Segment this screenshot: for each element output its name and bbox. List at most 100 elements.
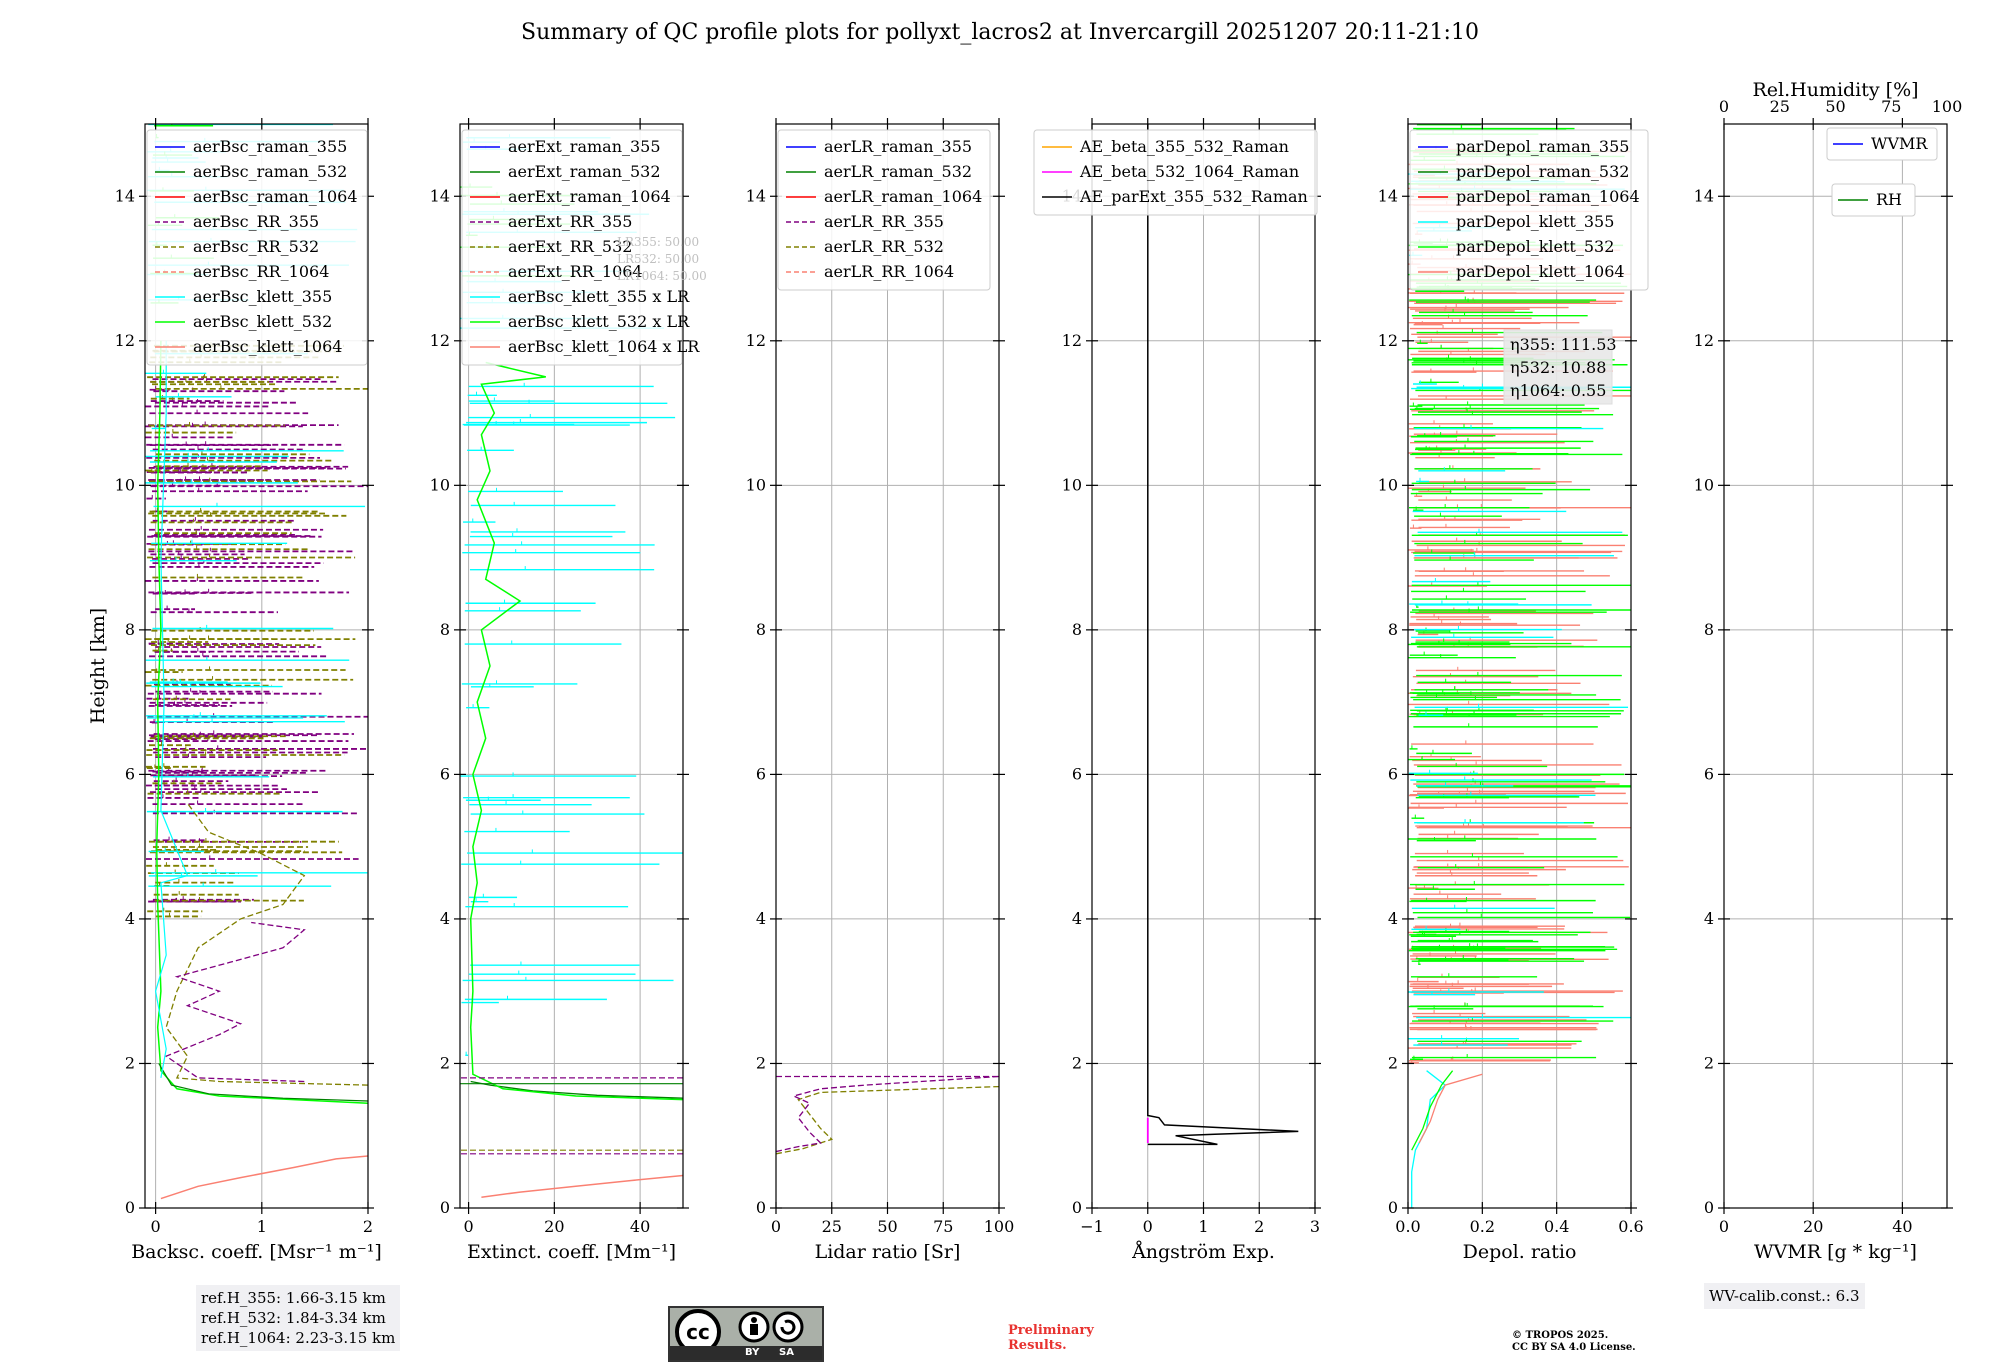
series-aerBsc_RR_355 bbox=[164, 921, 306, 1083]
wv-calib-text: WV-calib.const.: 6.3 bbox=[1709, 1287, 1860, 1305]
preliminary-line-1: Preliminary bbox=[1008, 1323, 1094, 1338]
x-tick-label: 0 bbox=[1719, 1217, 1729, 1236]
lidar-ratio-note: LR355: 50.00 bbox=[617, 235, 699, 249]
y-tick-label: 0 bbox=[756, 1198, 766, 1217]
eta-box bbox=[1503, 329, 1613, 405]
legend-label: parDepol_klett_532 bbox=[1456, 237, 1614, 256]
top-x-axis-label: Rel.Humidity [%] bbox=[1752, 79, 1918, 101]
y-tick-label: 6 bbox=[1704, 764, 1714, 783]
tropos-copyright: © TROPOS 2025. CC BY SA 4.0 License. bbox=[1512, 1330, 1636, 1354]
y-tick-label: 6 bbox=[756, 764, 766, 783]
y-tick-label: 4 bbox=[1704, 909, 1714, 928]
y-tick-label: 6 bbox=[440, 764, 450, 783]
legend-label: AE_beta_355_532_Raman bbox=[1079, 137, 1289, 156]
cc-logo-icon: cc bbox=[675, 1309, 804, 1348]
y-tick-label: 14 bbox=[1694, 186, 1714, 205]
cc-logo-text: cc bbox=[686, 1320, 710, 1344]
x-axis-label: Extinct. coeff. [Mm⁻¹] bbox=[467, 1241, 676, 1263]
legend-label-rh: RH bbox=[1876, 190, 1902, 209]
legend-label-wvmr: WVMR bbox=[1871, 134, 1928, 153]
y-tick-label: 14 bbox=[115, 186, 135, 205]
panel-wv: 0 2 4 6 8 10 12 14 0 20 40 WVMR [g * kg⁻¹] 0 25 50 75 10… bbox=[1694, 79, 1963, 1263]
eta-value: η1064: 0.55 bbox=[1510, 381, 1606, 400]
x-axis-label: Depol. ratio bbox=[1463, 1241, 1577, 1263]
y-tick-label: 14 bbox=[746, 186, 766, 205]
legend-label: aerExt_RR_1064 bbox=[508, 262, 643, 281]
y-tick-label: 12 bbox=[1694, 331, 1714, 350]
legend-label: aerBsc_raman_1064 bbox=[193, 187, 358, 206]
axes-frame bbox=[1723, 123, 1948, 1209]
axes-frame bbox=[1407, 123, 1632, 1209]
x-tick-label: 40 bbox=[630, 1217, 650, 1236]
x-tick-label: 0 bbox=[151, 1217, 161, 1236]
series-group bbox=[1146, 124, 1299, 1146]
cc-license-badge: cc BY SA bbox=[668, 1306, 824, 1362]
y-tick-label: 10 bbox=[430, 475, 450, 494]
preliminary-note: Preliminary Results. bbox=[1008, 1323, 1094, 1353]
legend-label: parDepol_klett_1064 bbox=[1456, 262, 1625, 281]
legend-label: aerBsc_klett_1064 x LR bbox=[508, 337, 700, 356]
x-tick-label: 0 bbox=[1143, 1217, 1153, 1236]
y-tick-label: 12 bbox=[115, 331, 135, 350]
y-tick-label: 8 bbox=[1072, 620, 1082, 639]
legend-box-rh bbox=[1831, 183, 1916, 217]
legend-label: AE_parExt_355_532_Raman bbox=[1079, 187, 1308, 206]
y-tick-label: 0 bbox=[1072, 1198, 1082, 1217]
refh-532: ref.H_532: 1.84-3.34 km bbox=[201, 1309, 386, 1327]
y-tick-label: 14 bbox=[1378, 186, 1398, 205]
legend-label: aerBsc_RR_355 bbox=[193, 212, 319, 231]
y-tick-label: 2 bbox=[440, 1053, 450, 1072]
x-axis-label: WVMR [g * kg⁻¹] bbox=[1754, 1241, 1917, 1263]
y-tick-label: 6 bbox=[1388, 764, 1398, 783]
legend-label: parDepol_raman_532 bbox=[1456, 162, 1629, 181]
legend-label: aerBsc_klett_532 x LR bbox=[508, 312, 690, 331]
x-tick-label: 20 bbox=[544, 1217, 564, 1236]
y-tick-label: 4 bbox=[1388, 909, 1398, 928]
x-tick-label: −1 bbox=[1080, 1217, 1104, 1236]
figure-title: Summary of QC profile plots for pollyxt_… bbox=[521, 20, 1479, 45]
legend-label: parDepol_klett_355 bbox=[1456, 212, 1614, 231]
tropos-line-1: © TROPOS 2025. bbox=[1512, 1330, 1609, 1341]
legend-label: aerExt_raman_355 bbox=[508, 137, 661, 156]
legend-label: AE_beta_532_1064_Raman bbox=[1079, 162, 1299, 181]
y-tick-label: 4 bbox=[440, 909, 450, 928]
legend-label: aerBsc_RR_532 bbox=[193, 237, 319, 256]
y-tick-label: 4 bbox=[125, 909, 135, 928]
y-tick-label: 10 bbox=[746, 475, 766, 494]
eta-value: η355: 111.53 bbox=[1510, 335, 1617, 354]
top-x-tick-label: 100 bbox=[1932, 97, 1963, 116]
y-tick-label: 12 bbox=[1062, 331, 1082, 350]
axes-frame bbox=[459, 123, 684, 1209]
legend-label: aerLR_RR_355 bbox=[824, 212, 944, 231]
cc-sa-label: SA bbox=[779, 1347, 794, 1358]
x-tick-label: 2 bbox=[1254, 1217, 1264, 1236]
y-tick-label: 10 bbox=[1378, 475, 1398, 494]
series-group bbox=[776, 1075, 999, 1155]
legend-box bbox=[1033, 129, 1318, 216]
legend-label: aerBsc_raman_532 bbox=[193, 162, 347, 181]
lidar-ratio-note: LR1064: 50.00 bbox=[617, 269, 707, 283]
series-AE_parExt_355_532_Raman bbox=[1147, 124, 1299, 1146]
y-tick-label: 4 bbox=[1072, 909, 1082, 928]
series-aerBsc_klett_1064 x LR bbox=[481, 1174, 683, 1198]
legend-label: aerLR_RR_532 bbox=[824, 237, 944, 256]
cc-badge-strip: BY SA bbox=[670, 1346, 822, 1360]
lidar-ratio-note: LR532: 50.00 bbox=[617, 252, 699, 266]
series-aerBsc_klett_532 bbox=[155, 340, 368, 1104]
y-tick-label: 2 bbox=[125, 1053, 135, 1072]
x-tick-label: 1 bbox=[1198, 1217, 1208, 1236]
y-tick-label: 8 bbox=[1388, 620, 1398, 639]
x-tick-label: 3 bbox=[1310, 1217, 1320, 1236]
legend-label: aerBsc_klett_532 bbox=[193, 312, 332, 331]
series-aerBsc_klett_355 bbox=[154, 340, 189, 1079]
y-tick-label: 10 bbox=[1694, 475, 1714, 494]
top-x-tick-label: 0 bbox=[1719, 97, 1729, 116]
y-tick-label: 8 bbox=[440, 620, 450, 639]
y-tick-label: 12 bbox=[1378, 331, 1398, 350]
y-tick-label: 12 bbox=[746, 331, 766, 350]
y-tick-label: 8 bbox=[125, 620, 135, 639]
panel-depol: 0 2 4 6 8 10 12 14 0.0 0.2 0.4 0.6 Depol. ratio parDe… bbox=[1378, 118, 1649, 1263]
panel-lidar_ratio: 0 2 4 6 8 10 12 14 0 25 50 75 100 Lidar ratio [Sr] aer… bbox=[746, 118, 1014, 1263]
y-tick-label: 2 bbox=[1388, 1053, 1398, 1072]
y-tick-label: 4 bbox=[756, 909, 766, 928]
